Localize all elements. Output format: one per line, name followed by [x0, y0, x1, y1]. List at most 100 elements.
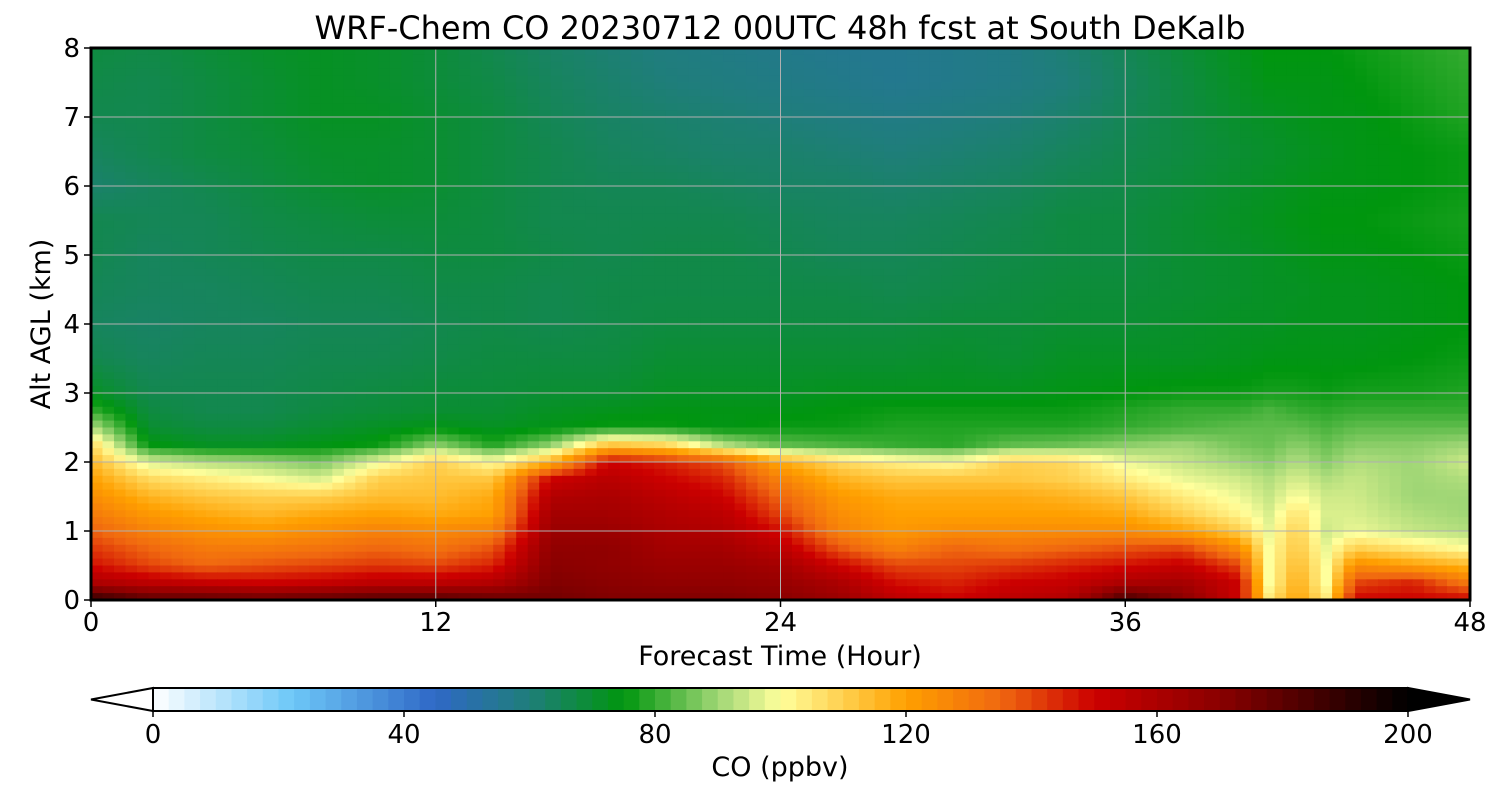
co-cell	[803, 213, 816, 222]
co-cell	[757, 103, 770, 111]
co-cell	[975, 61, 988, 70]
co-cell	[837, 130, 851, 139]
co-cell	[1320, 268, 1333, 277]
co-cell	[1205, 179, 1218, 187]
co-cell	[493, 220, 506, 228]
co-cell	[1033, 248, 1046, 256]
co-cell	[435, 151, 448, 159]
co-cell	[1044, 289, 1057, 297]
co-cell	[401, 103, 414, 111]
co-cell	[1182, 89, 1195, 97]
co-cell	[872, 220, 885, 228]
co-cell	[654, 255, 667, 263]
co-cell	[608, 289, 621, 297]
co-cell	[1389, 117, 1402, 125]
co-cell	[159, 213, 173, 222]
co-cell	[1263, 248, 1276, 256]
co-cell	[228, 255, 241, 263]
co-cell	[366, 213, 379, 222]
co-cell	[205, 282, 219, 291]
co-cell	[987, 61, 1000, 70]
co-cell	[1458, 110, 1471, 118]
co-cell	[1056, 48, 1069, 56]
co-cell	[642, 186, 655, 194]
co-cell	[1056, 123, 1069, 132]
co-cell	[263, 227, 276, 235]
co-cell	[447, 330, 460, 339]
co-cell	[1378, 241, 1391, 249]
co-cell	[205, 96, 219, 104]
co-cell	[1240, 172, 1253, 180]
co-cell	[631, 75, 644, 84]
co-cell	[320, 137, 333, 146]
co-cell	[918, 192, 931, 201]
co-cell	[297, 192, 310, 201]
co-cell	[470, 117, 483, 125]
co-cell	[562, 248, 575, 256]
co-cell	[1435, 89, 1448, 97]
co-cell	[113, 289, 127, 297]
co-cell	[1067, 158, 1080, 166]
co-cell	[608, 137, 621, 146]
co-cell	[1113, 220, 1126, 228]
co-cell	[1458, 296, 1471, 304]
co-cell	[734, 324, 747, 332]
co-cell	[205, 303, 219, 311]
co-cell	[860, 289, 874, 297]
co-cell	[527, 103, 540, 111]
co-cell	[297, 165, 310, 173]
co-cell	[1182, 289, 1195, 297]
co-cell	[700, 248, 713, 256]
co-cell	[274, 54, 287, 63]
co-cell	[1148, 82, 1161, 90]
co-cell	[113, 241, 127, 249]
co-cell	[481, 82, 494, 90]
co-cell	[814, 192, 828, 201]
co-cell	[182, 324, 196, 332]
co-cell	[297, 324, 310, 332]
co-cell	[539, 75, 552, 84]
co-cell	[527, 255, 540, 263]
co-cell	[113, 324, 127, 332]
co-cell	[320, 110, 333, 118]
co-cell	[516, 89, 529, 97]
co-cell	[389, 165, 402, 173]
co-cell	[470, 213, 483, 222]
co-cell	[297, 296, 310, 304]
co-cell	[136, 282, 150, 291]
co-cell	[665, 103, 678, 111]
co-cell	[1033, 137, 1046, 146]
co-cell	[194, 268, 207, 277]
co-cell	[125, 144, 138, 153]
co-cell	[803, 123, 816, 132]
co-cell	[941, 137, 954, 146]
co-cell	[1228, 158, 1241, 166]
co-cell	[217, 151, 230, 159]
co-cell	[205, 192, 219, 201]
co-cell	[401, 130, 414, 139]
co-cell	[1355, 179, 1368, 187]
co-cell	[596, 289, 609, 297]
co-cell	[1401, 158, 1414, 166]
co-cell	[550, 54, 563, 63]
co-cell	[458, 179, 471, 187]
co-cell	[1309, 248, 1322, 256]
co-cell	[1447, 213, 1460, 222]
co-cell	[1021, 179, 1034, 187]
co-cell	[343, 227, 356, 235]
co-cell	[320, 330, 333, 339]
co-cell	[1194, 179, 1207, 187]
co-cell	[619, 179, 632, 187]
co-cell	[309, 54, 322, 63]
co-cell	[217, 117, 230, 125]
co-cell	[883, 82, 897, 90]
co-cell	[1435, 241, 1448, 249]
co-cell	[1113, 186, 1126, 194]
co-cell	[791, 275, 805, 284]
co-cell	[1389, 255, 1402, 263]
co-cell	[883, 317, 897, 325]
co-cell	[1401, 296, 1414, 304]
co-cell	[378, 75, 391, 84]
co-cell	[895, 186, 908, 194]
co-cell	[1159, 96, 1172, 104]
